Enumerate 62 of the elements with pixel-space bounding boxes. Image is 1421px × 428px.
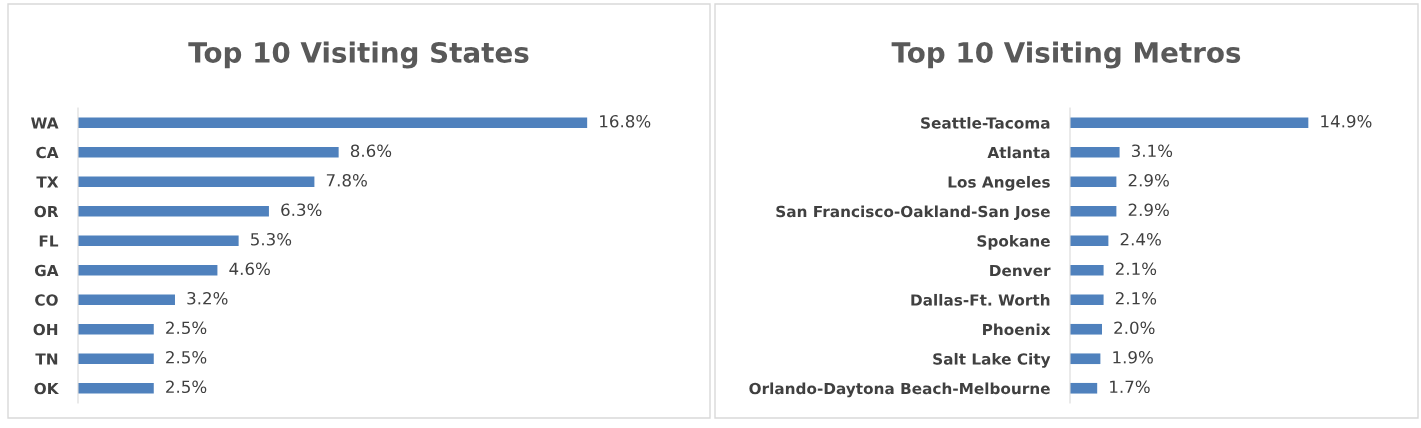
y-tick-label: Orlando-Daytona Beach-Melbourne [749, 382, 1050, 398]
data-label: 2.9% [1128, 173, 1169, 187]
bar [1070, 146, 1120, 158]
bar [1070, 353, 1101, 365]
y-tick-label: Salt Lake City [933, 352, 1051, 368]
y-tick-label: TX [36, 176, 59, 188]
bar [1070, 117, 1309, 129]
data-label: 14.9% [1321, 114, 1372, 128]
y-tick-label: OR [34, 205, 59, 218]
y-tick-label: San Francisco-Oakland-San Jose [776, 205, 1050, 221]
y-tick-label: CO [35, 294, 58, 306]
bar [1070, 205, 1117, 217]
bar [78, 353, 154, 365]
bar [78, 235, 239, 247]
data-label: 2.9% [1128, 203, 1169, 217]
y-tick-label: FL [39, 235, 59, 247]
bar [1070, 294, 1104, 306]
bar [78, 323, 154, 335]
data-label: 5.3% [251, 232, 292, 246]
data-label: 2.1% [1115, 291, 1157, 305]
data-label: 7.8% [326, 173, 367, 187]
y-tick-label: Dallas-Ft. Worth [911, 293, 1050, 306]
bar [78, 146, 339, 158]
data-label: 2.4% [1120, 232, 1161, 246]
data-label: 3.1% [1131, 144, 1173, 158]
chart-title: Top 10 Visiting States [188, 41, 529, 69]
data-label: 1.9% [1113, 350, 1153, 364]
y-tick-label: OH [33, 323, 58, 336]
bar [1070, 323, 1102, 335]
y-tick-label: Phoenix [983, 323, 1051, 336]
data-label: 2.5% [166, 350, 207, 364]
y-tick-label: CA [36, 146, 59, 159]
bar [78, 205, 269, 217]
data-label: 4.6% [229, 262, 270, 276]
y-tick-label: Seattle-Tacoma [921, 116, 1050, 129]
bar [78, 294, 175, 306]
y-tick-label: Spokane [977, 234, 1050, 250]
data-label: 3.2% [187, 291, 228, 305]
bar [78, 117, 588, 129]
bar [1070, 235, 1109, 247]
y-tick-label: Los Angeles [948, 175, 1050, 191]
bar [1070, 176, 1117, 188]
data-label: 16.8% [600, 114, 651, 128]
y-tick-label: GA [34, 264, 59, 277]
data-label: 2.5% [166, 380, 207, 394]
data-label: 6.3% [281, 203, 322, 217]
data-label: 2.0% [1114, 321, 1155, 335]
data-label: 1.7% [1110, 380, 1150, 394]
y-tick-label: TN [35, 353, 58, 365]
data-label: 2.1% [1115, 262, 1157, 276]
y-tick-label: Denver [990, 264, 1051, 277]
bar [78, 382, 154, 394]
y-tick-label: OK [34, 382, 60, 395]
y-tick-label: Atlanta [987, 146, 1050, 159]
bar [78, 264, 218, 276]
data-label: 8.6% [350, 144, 392, 158]
data-label: 2.5% [166, 321, 207, 335]
bar [1070, 264, 1104, 276]
chart-title: Top 10 Visiting Metros [891, 41, 1241, 69]
y-tick-label: WA [31, 117, 59, 129]
bar [1070, 382, 1098, 394]
bar [78, 176, 315, 188]
